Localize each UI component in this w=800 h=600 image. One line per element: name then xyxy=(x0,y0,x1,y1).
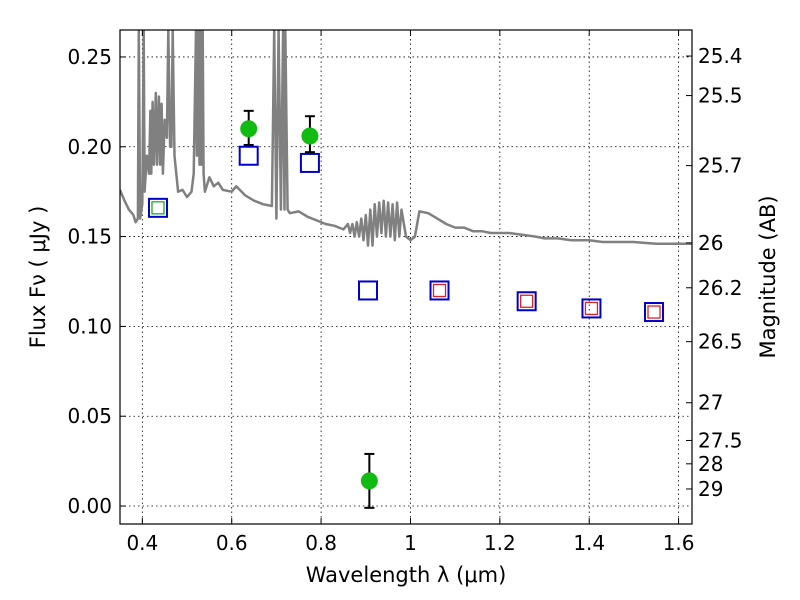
right-tick-label: 26.5 xyxy=(698,330,743,354)
plot-frame xyxy=(119,29,693,525)
model-square-marker xyxy=(238,145,259,166)
model-square-marker xyxy=(429,280,450,301)
y-axis-label: Flux Fν ( μJy ) xyxy=(26,206,50,349)
right-tick-label: 26 xyxy=(698,231,723,255)
right-tick-label: 27.5 xyxy=(698,428,743,452)
x-axis-label: Wavelength λ (μm) xyxy=(306,563,507,587)
y-tick-label: 0.00 xyxy=(67,494,112,518)
right-axis-label: Magnitude (AB) xyxy=(756,195,780,358)
model-square-marker xyxy=(644,302,665,323)
x-tick-label: 1.2 xyxy=(484,531,516,555)
right-tick-label: 27 xyxy=(698,391,723,415)
x-tick-label: 1.6 xyxy=(663,531,695,555)
model-spectrum-line xyxy=(120,30,692,247)
x-tick-label: 1.4 xyxy=(573,531,605,555)
x-tick-label: 0.6 xyxy=(216,531,248,555)
model-inner-square-marker xyxy=(647,305,661,319)
model-inner-square-marker xyxy=(520,294,534,308)
model-inner-square-marker xyxy=(584,301,599,316)
model-square-marker xyxy=(299,152,320,173)
plot-area xyxy=(120,30,692,509)
y-tick-label: 0.25 xyxy=(67,45,112,69)
grid-lines xyxy=(120,30,692,524)
observed-flux-point xyxy=(240,120,258,138)
x-tick-label: 0.8 xyxy=(305,531,337,555)
right-tick-label: 25.4 xyxy=(698,44,743,68)
y-tick-label: 0.20 xyxy=(67,135,112,159)
model-square-marker xyxy=(147,197,168,218)
model-square-marker xyxy=(516,291,537,312)
x-tick-label: 0.4 xyxy=(126,531,158,555)
right-tick-label: 28 xyxy=(698,452,723,476)
right-tick-label: 25.7 xyxy=(698,154,743,178)
right-tick-label: 26.2 xyxy=(698,276,743,300)
observed-flux-point xyxy=(360,472,378,490)
y-tick-label: 0.10 xyxy=(67,314,112,338)
model-square-marker xyxy=(581,298,602,319)
model-square-marker xyxy=(358,280,379,301)
x-tick-label: 1 xyxy=(404,531,417,555)
model-inner-square-marker xyxy=(432,283,447,298)
right-tick-label: 25.5 xyxy=(698,84,743,108)
right-tick-label: 29 xyxy=(698,477,723,501)
axis-ticks: 0.4 0.6 0.8 1 1.2 1.4 1.6 0.00 0.05 0.10 0.15 0.20 0… xyxy=(67,30,743,555)
y-tick-label: 0.05 xyxy=(67,404,112,428)
observed-flux-point xyxy=(301,127,319,145)
model-inner-square-marker xyxy=(151,201,165,215)
y-tick-label: 0.15 xyxy=(67,225,112,249)
